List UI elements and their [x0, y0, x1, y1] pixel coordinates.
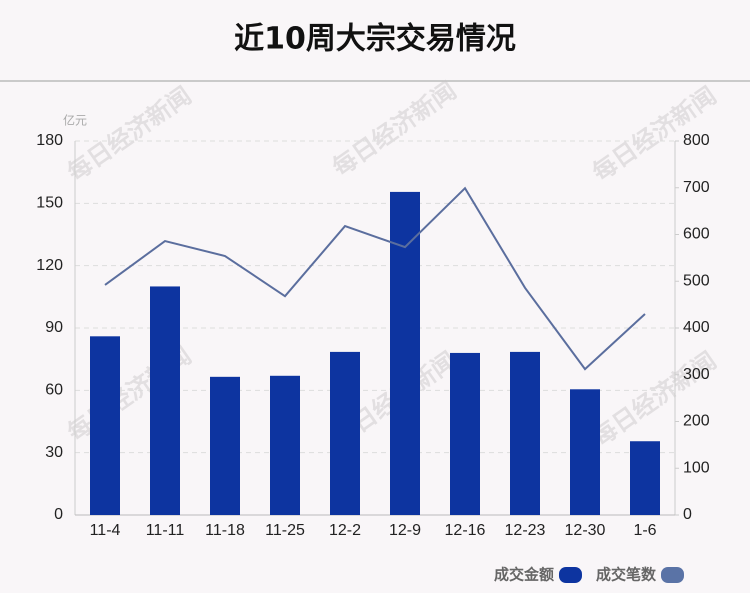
bar	[150, 286, 180, 515]
y-tick-label: 150	[36, 195, 63, 212]
y-tick-label: 0	[54, 506, 63, 523]
bar	[570, 389, 600, 515]
x-tick-label: 12-9	[389, 522, 421, 539]
bar	[630, 441, 660, 515]
y2-tick-label: 600	[683, 226, 710, 243]
y2-tick-label: 0	[683, 506, 692, 523]
watermark: 每日经济新闻	[62, 81, 196, 187]
legend-swatch	[661, 567, 684, 583]
y2-tick-label: 200	[683, 413, 710, 430]
watermark: 每日经济新闻	[587, 346, 721, 452]
bar	[510, 351, 540, 515]
bar	[450, 352, 480, 515]
y-tick-label: 120	[36, 257, 63, 274]
x-tick-label: 12-23	[505, 522, 546, 539]
watermark: 每日经济新闻	[327, 76, 461, 182]
y2-tick-label: 500	[683, 272, 710, 289]
legend-swatch	[558, 567, 582, 583]
y2-tick-label: 100	[683, 459, 710, 476]
legend-label: 成交金额	[494, 566, 554, 584]
x-tick-label: 1-6	[633, 522, 656, 539]
y2-tick-label: 700	[683, 179, 710, 196]
bar	[390, 191, 420, 515]
x-tick-label: 12-30	[565, 522, 606, 539]
bar	[270, 375, 300, 515]
y-tick-label: 60	[45, 382, 63, 399]
y-tick-label: 30	[45, 444, 63, 461]
y2-tick-label: 400	[683, 319, 710, 336]
y-tick-label: 90	[45, 319, 63, 336]
y-unit: 亿元	[63, 113, 87, 128]
chart-title: 近10周大宗交易情况	[234, 22, 516, 57]
x-tick-label: 12-2	[329, 522, 361, 539]
bar	[330, 351, 360, 515]
x-tick-label: 11-11	[146, 522, 185, 539]
bar	[90, 336, 120, 515]
x-tick-label: 11-4	[90, 522, 121, 539]
y-tick-label: 180	[36, 132, 63, 149]
line	[104, 186, 646, 371]
x-tick-label: 11-18	[205, 522, 245, 539]
x-tick-label: 12-16	[445, 522, 486, 539]
bar	[210, 376, 240, 515]
y2-tick-label: 800	[683, 132, 710, 149]
legend-label: 成交笔数	[596, 566, 657, 584]
x-tick-label: 11-25	[265, 522, 305, 539]
y2-tick-label: 300	[683, 366, 710, 383]
